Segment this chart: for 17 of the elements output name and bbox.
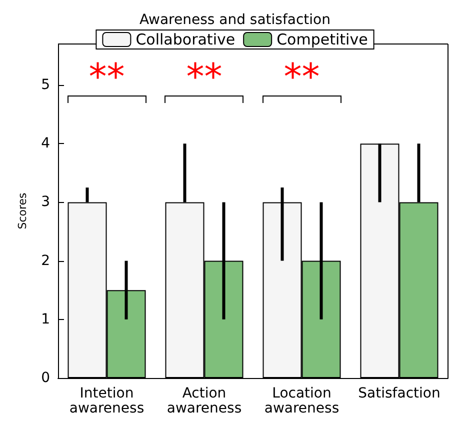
chart-title: Awareness and satisfaction bbox=[140, 12, 330, 28]
annotation: ** bbox=[282, 57, 321, 98]
y-tick-label: 2 bbox=[41, 252, 50, 269]
y-tick-label: 3 bbox=[41, 194, 50, 210]
annotation: ** bbox=[185, 57, 224, 98]
x-tick-label: Intetion awareness bbox=[69, 386, 144, 416]
y-tick-label: 4 bbox=[41, 136, 50, 152]
y-tick-label: 5 bbox=[41, 77, 50, 94]
y-axis-title: Scores bbox=[16, 192, 29, 230]
annotation: ** bbox=[88, 57, 126, 98]
x-tick-label: Location awareness bbox=[264, 386, 340, 416]
y-tick-label: 0 bbox=[41, 370, 50, 386]
x-tick-label: Satisfaction bbox=[358, 386, 440, 402]
x-tick-label: Action awareness bbox=[166, 386, 242, 416]
legend-label: Collaborative bbox=[136, 30, 236, 48]
legend-label: Competitive bbox=[276, 30, 368, 48]
y-tick-label: 1 bbox=[41, 311, 50, 328]
